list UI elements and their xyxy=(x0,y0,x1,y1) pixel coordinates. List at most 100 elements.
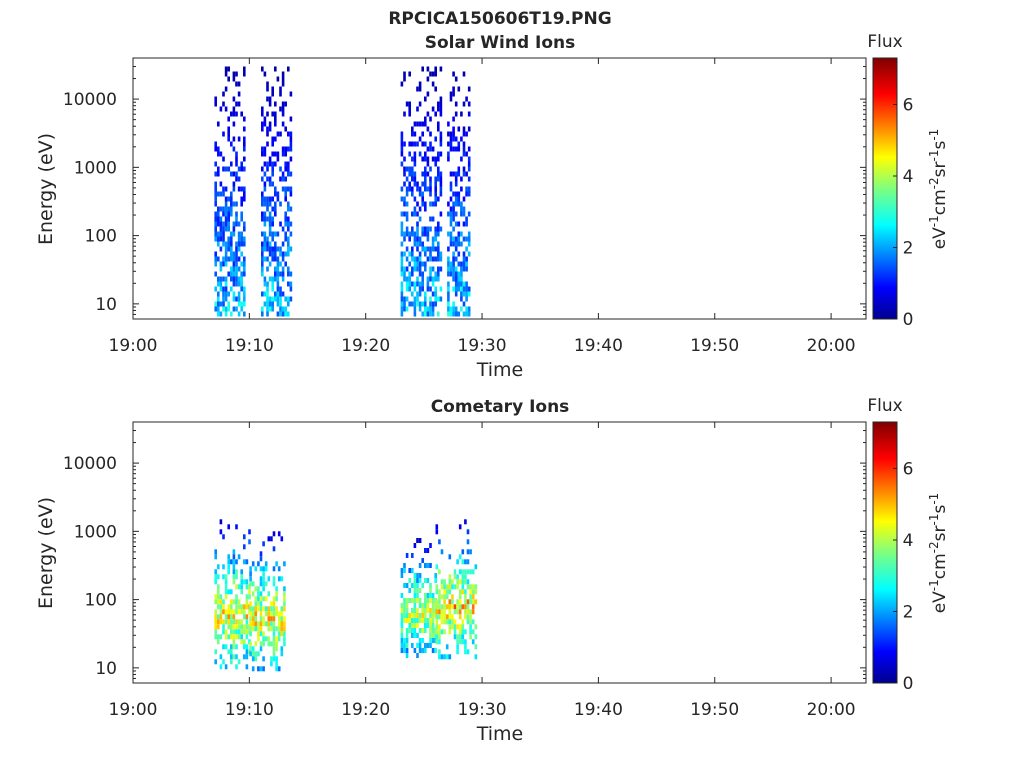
spectrogram-cell xyxy=(466,619,470,625)
spectrogram-cell xyxy=(449,131,453,137)
spectrogram-cell xyxy=(424,603,427,608)
spectrogram-cell xyxy=(454,271,458,277)
spectrogram-cell xyxy=(224,306,228,312)
spectrogram-cell xyxy=(424,186,427,192)
spectrogram-cell xyxy=(235,524,238,530)
spectrogram-cell xyxy=(224,634,228,640)
spectrogram-cell xyxy=(235,296,238,302)
spectrogram-cell xyxy=(460,306,463,312)
spectrogram-cell xyxy=(457,166,461,172)
spectrogram-cell xyxy=(413,286,417,292)
spectrogram-cell xyxy=(418,151,422,157)
spectrogram-cell xyxy=(421,121,424,127)
spectrogram-cell xyxy=(222,206,225,212)
spectrogram-cell xyxy=(219,301,223,307)
spectrogram-cell xyxy=(261,106,264,112)
spectrogram-cell xyxy=(435,624,439,630)
spectrogram-cell xyxy=(435,604,439,610)
spectrogram-cell xyxy=(227,564,230,570)
spectrogram-cell xyxy=(271,166,274,172)
spectrogram-cell xyxy=(469,589,472,595)
spectrogram-cell xyxy=(403,598,406,603)
spectrogram-cell xyxy=(429,246,432,252)
spectrogram-cell xyxy=(408,613,411,618)
spectrogram-cell xyxy=(240,306,243,312)
spectrogram-cell xyxy=(437,151,440,157)
spectrogram-cell xyxy=(447,141,450,147)
spectrogram-cell xyxy=(254,621,258,627)
spectrogram-cell xyxy=(276,231,280,237)
spectrogram-cell xyxy=(440,619,444,625)
spectrogram-cell xyxy=(230,241,233,247)
spectrogram-cell xyxy=(214,261,217,267)
spectrogram-cell xyxy=(235,216,238,222)
spectrogram-cell xyxy=(462,236,466,242)
spectrogram-cell xyxy=(279,301,282,307)
spectrogram-cell xyxy=(271,251,274,257)
spectrogram-cell xyxy=(400,231,404,237)
spectrogram-cell xyxy=(467,176,471,182)
spectrogram-cell xyxy=(237,584,241,590)
spectrogram-cell xyxy=(217,236,220,242)
spectrogram-cell xyxy=(219,106,223,112)
spectrogram-cell xyxy=(219,261,223,267)
spectrogram-cell xyxy=(276,296,280,302)
spectrogram-cell xyxy=(274,186,277,192)
spectrogram-cell xyxy=(262,616,265,622)
spectrogram-cell xyxy=(259,551,263,557)
spectrogram-cell xyxy=(449,141,453,147)
spectrogram-cell xyxy=(262,541,265,547)
spectrogram-cell xyxy=(277,666,281,672)
spectrogram-cell xyxy=(460,271,463,277)
spectrogram-cell xyxy=(259,621,263,627)
spectrogram-cell xyxy=(466,529,470,535)
spectrogram-cell xyxy=(431,311,435,317)
spectrogram-cell xyxy=(274,276,277,282)
spectrogram-cell xyxy=(214,609,217,615)
spectrogram-cell xyxy=(230,266,233,272)
spectrogram-cell xyxy=(217,589,220,595)
spectrogram-cell xyxy=(289,136,293,142)
spectrogram-cell xyxy=(266,176,269,182)
spectrogram-cell xyxy=(268,216,272,222)
spectrogram-cell xyxy=(235,201,238,207)
spectrogram-cell xyxy=(219,286,223,292)
spectrogram-cell xyxy=(266,111,269,117)
spectrogram-cell xyxy=(237,221,241,227)
spectrogram-cell xyxy=(232,276,236,282)
spectrogram-cell xyxy=(458,554,462,560)
spectrogram-cell xyxy=(445,589,449,595)
spectrogram-cell xyxy=(214,554,217,560)
spectrogram-cell xyxy=(248,584,251,590)
spectrogram-cell xyxy=(271,256,274,262)
spectrogram-cell xyxy=(245,649,249,655)
spectrogram-cell xyxy=(457,241,461,247)
spectrogram-cell xyxy=(439,111,443,117)
spectrogram-cell xyxy=(426,161,430,167)
spectrogram-cell xyxy=(421,226,424,232)
spectrogram-cell xyxy=(214,251,217,257)
spectrogram-cell xyxy=(222,659,225,665)
spectrogram-cell xyxy=(224,246,228,252)
spectrogram-cell xyxy=(227,301,230,307)
spectrogram-cell xyxy=(284,221,287,227)
spectrogram-cell xyxy=(235,171,238,177)
spectrogram-cell xyxy=(416,86,419,92)
spectrogram-cell xyxy=(254,606,258,612)
spectrogram-cell xyxy=(263,201,267,207)
spectrogram-cell xyxy=(403,141,406,147)
spectrogram-cell xyxy=(287,206,290,212)
spectrogram-cell xyxy=(411,266,414,272)
spectrogram-cell xyxy=(464,579,467,585)
spectrogram-cell xyxy=(411,211,414,217)
spectrogram-cell xyxy=(262,581,265,587)
spectrogram-cell xyxy=(418,613,422,618)
spectrogram-cell xyxy=(452,211,455,217)
spectrogram-cell xyxy=(227,271,230,277)
spectrogram-cell xyxy=(469,624,472,630)
spectrogram-cell xyxy=(261,311,264,317)
spectrogram-cell xyxy=(274,151,277,157)
spectrogram-cell xyxy=(235,241,238,247)
spectrogram-cell xyxy=(249,571,252,577)
